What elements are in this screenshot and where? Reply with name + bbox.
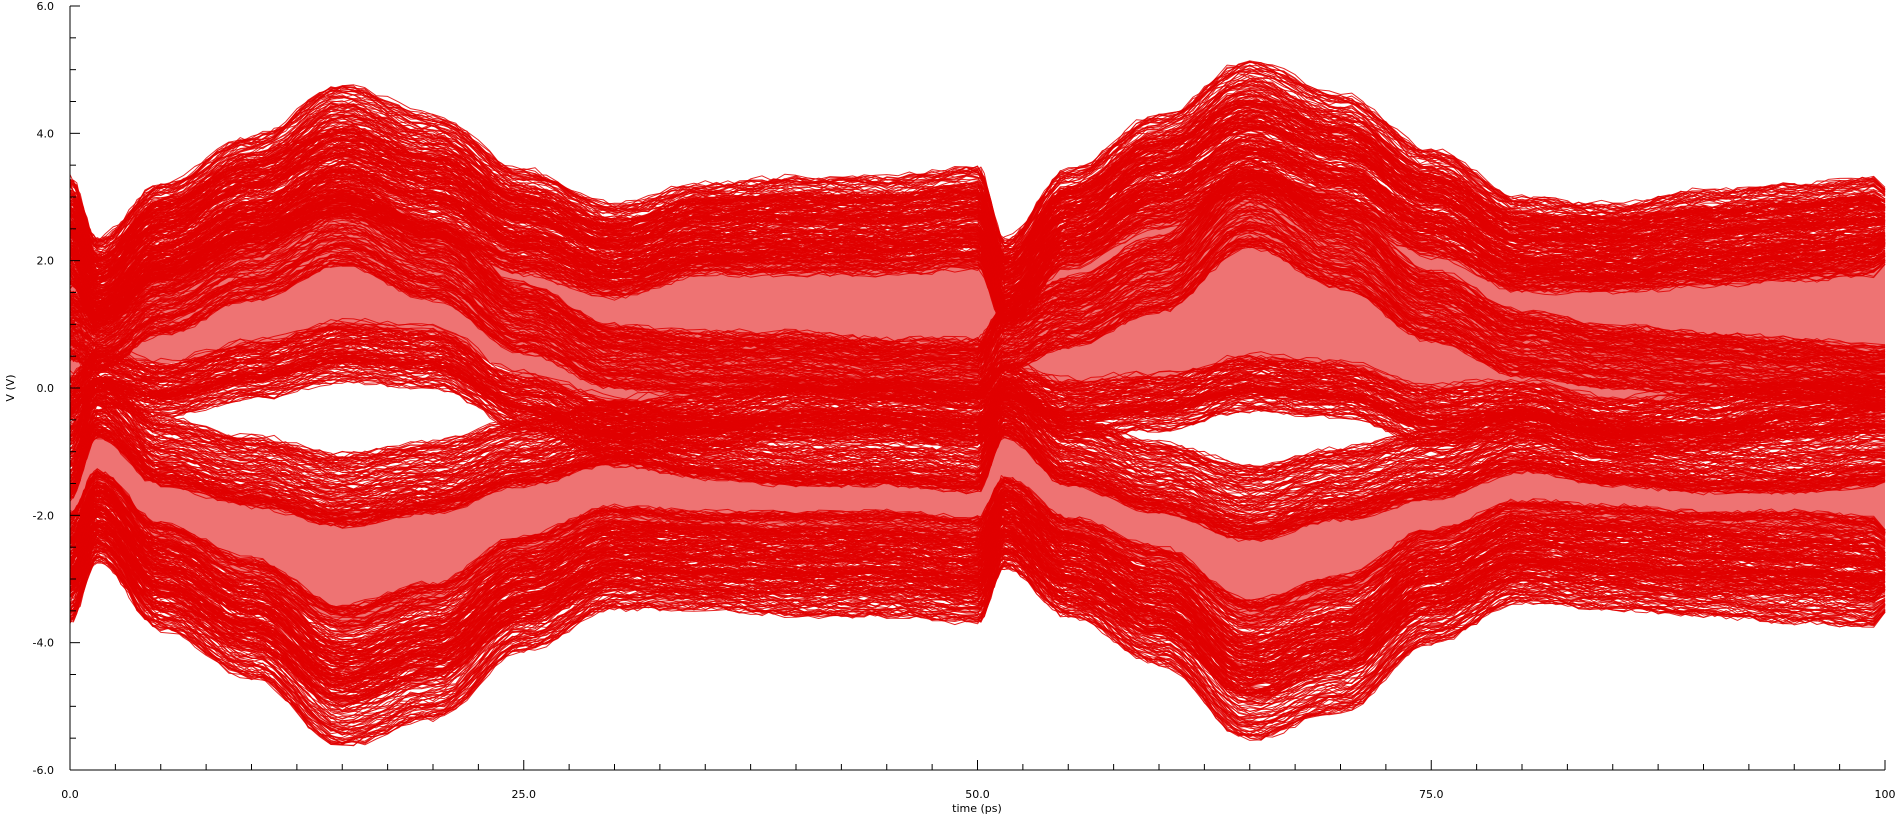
x-tick-label: 100 <box>1875 788 1896 801</box>
trace-line <box>69 104 1886 265</box>
trace-line <box>69 138 1886 291</box>
trace-line <box>69 414 1886 517</box>
trace-line <box>69 331 1886 415</box>
y-tick-label: 6.0 <box>37 0 55 13</box>
trace-line <box>69 110 1886 272</box>
x-tick-label: 75.0 <box>1419 788 1444 801</box>
trace-line <box>69 390 1886 487</box>
trace-line <box>69 378 1886 473</box>
trace-line <box>69 330 1886 412</box>
y-axis-title: V (V) <box>4 374 17 401</box>
trace-line <box>69 138 1886 290</box>
y-tick-label: 0.0 <box>37 382 55 395</box>
trace-line <box>69 397 1886 499</box>
x-tick-label: 50.0 <box>965 788 990 801</box>
trace-line <box>69 64 1886 247</box>
trace-line <box>69 147 1886 296</box>
x-tick-label: 25.0 <box>512 788 537 801</box>
trace-line <box>69 109 1886 271</box>
trace-line <box>69 128 1886 287</box>
trace-line <box>69 334 1886 419</box>
trace-line <box>69 148 1886 296</box>
trace-line <box>69 114 1886 276</box>
trace-line <box>69 159 1886 306</box>
y-tick-label: 2.0 <box>37 255 55 268</box>
trace-line <box>69 327 1886 411</box>
trace-line <box>69 146 1886 298</box>
trace-line <box>69 117 1886 274</box>
trace-line <box>69 154 1886 305</box>
trace-line <box>69 67 1886 248</box>
trace-line <box>69 118 1886 278</box>
trace-line <box>69 126 1886 283</box>
trace-line <box>69 390 1886 489</box>
trace-line <box>69 61 1886 241</box>
trace-line <box>69 402 1886 504</box>
trace-line <box>69 73 1886 249</box>
trace-line <box>69 421 1886 522</box>
trace-line <box>69 411 1886 514</box>
plot-area <box>69 60 1886 747</box>
trace-line <box>69 61 1886 244</box>
trace-line <box>69 412 1886 510</box>
x-tick-label: 0.0 <box>61 788 79 801</box>
trace-line <box>69 404 1886 509</box>
trace-line <box>69 418 1886 525</box>
trace-line <box>69 60 1886 244</box>
trace-line <box>69 140 1886 294</box>
trace-line <box>69 77 1886 256</box>
trace-line <box>69 419 1886 523</box>
trace-line <box>69 147 1886 298</box>
trace-line <box>69 336 1886 420</box>
trace-line <box>69 151 1886 300</box>
trace-line <box>69 381 1886 473</box>
y-tick-label: -2.0 <box>33 509 54 522</box>
trace-line <box>69 127 1886 284</box>
trace-line <box>69 377 1886 470</box>
trace-line <box>69 393 1886 491</box>
trace-line <box>69 537 1886 722</box>
trace-line <box>69 131 1886 287</box>
x-axis-title: time (ps) <box>952 802 1002 815</box>
trace-line <box>69 375 1886 468</box>
y-tick-label: -6.0 <box>33 764 54 777</box>
y-tick-label: -4.0 <box>33 637 54 650</box>
y-tick-label: 4.0 <box>37 127 55 140</box>
trace-line <box>69 389 1886 484</box>
trace-line <box>69 102 1886 262</box>
trace-line <box>69 152 1886 302</box>
